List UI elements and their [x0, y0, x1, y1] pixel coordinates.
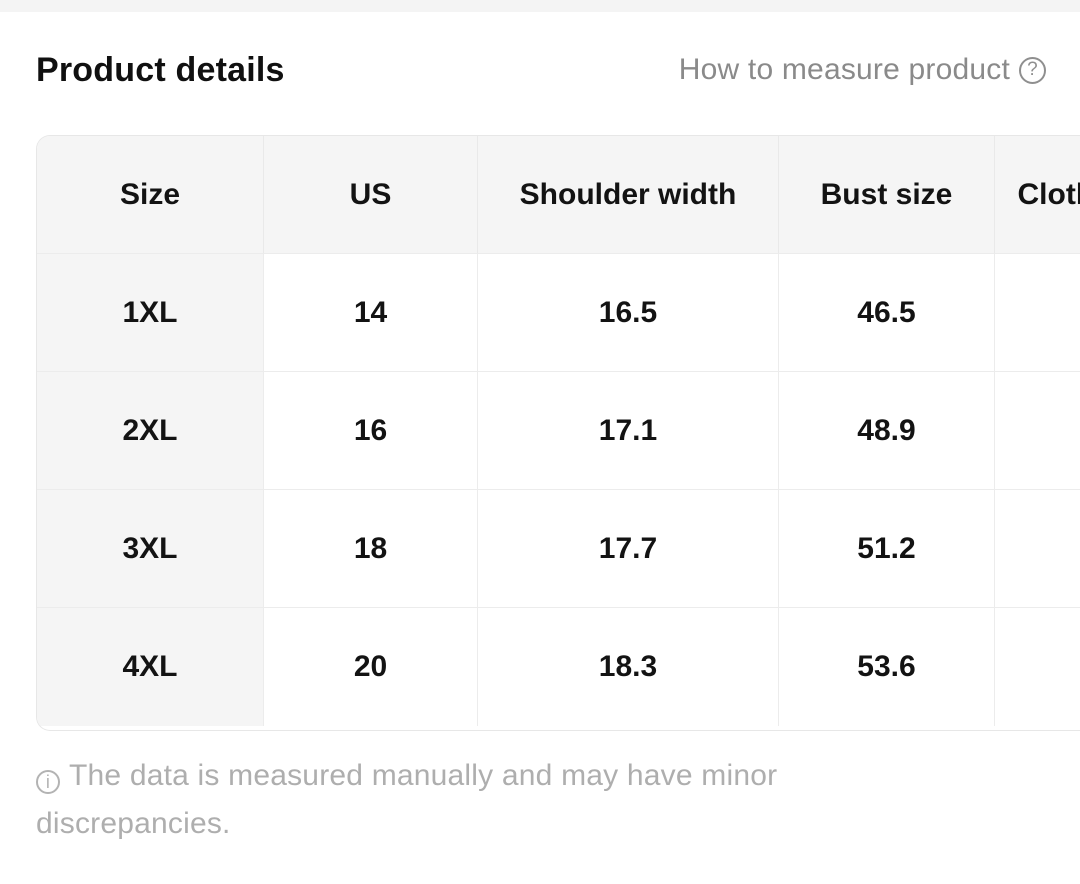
cell-bust-size: 46.5	[779, 254, 995, 372]
help-question-icon[interactable]: ?	[1019, 56, 1046, 84]
column-header-us: US	[264, 136, 478, 254]
column-header-shoulder-width: Shoulder width	[478, 136, 779, 254]
measurement-note-text: The data is measured manually and may ha…	[36, 759, 778, 840]
size-chart-table[interactable]: Size US Shoulder width Bust size Clothin…	[36, 135, 1080, 731]
info-icon: i	[36, 770, 60, 794]
table-header-row: Size US Shoulder width Bust size Clothin…	[37, 136, 1080, 254]
status-bar-strip	[0, 0, 1080, 12]
column-header-clothing-length: Clothing length	[995, 136, 1080, 254]
cell-clothing-length	[995, 372, 1080, 490]
cell-us: 16	[264, 372, 478, 490]
cell-us: 14	[264, 254, 478, 372]
how-to-measure-link[interactable]: How to measure product ?	[679, 53, 1046, 87]
section-header: Product details How to measure product ?	[36, 44, 1046, 96]
cell-size: 2XL	[37, 372, 264, 490]
page-title: Product details	[36, 50, 285, 89]
cell-size: 1XL	[37, 254, 264, 372]
cell-bust-size: 51.2	[779, 490, 995, 608]
cell-clothing-length	[995, 490, 1080, 608]
cell-clothing-length	[995, 608, 1080, 726]
column-header-bust-size: Bust size	[779, 136, 995, 254]
cell-shoulder-width: 17.7	[478, 490, 779, 608]
cell-clothing-length	[995, 254, 1080, 372]
table-row: 1XL 14 16.5 46.5	[37, 254, 1080, 372]
cell-shoulder-width: 17.1	[478, 372, 779, 490]
info-icon-glyph: i	[45, 772, 51, 792]
cell-us: 18	[264, 490, 478, 608]
cell-shoulder-width: 16.5	[478, 254, 779, 372]
cell-size: 4XL	[37, 608, 264, 726]
table-row: 2XL 16 17.1 48.9	[37, 372, 1080, 490]
cell-bust-size: 53.6	[779, 608, 995, 726]
help-question-glyph: ?	[1027, 59, 1038, 80]
column-header-size: Size	[37, 136, 264, 254]
cell-bust-size: 48.9	[779, 372, 995, 490]
measurement-note: i The data is measured manually and may h…	[36, 752, 916, 848]
table-row: 3XL 18 17.7 51.2	[37, 490, 1080, 608]
cell-size: 3XL	[37, 490, 264, 608]
how-to-measure-label: How to measure product	[678, 53, 1010, 86]
cell-us: 20	[264, 608, 478, 726]
cell-shoulder-width: 18.3	[478, 608, 779, 726]
table-row: 4XL 20 18.3 53.6	[37, 608, 1080, 726]
